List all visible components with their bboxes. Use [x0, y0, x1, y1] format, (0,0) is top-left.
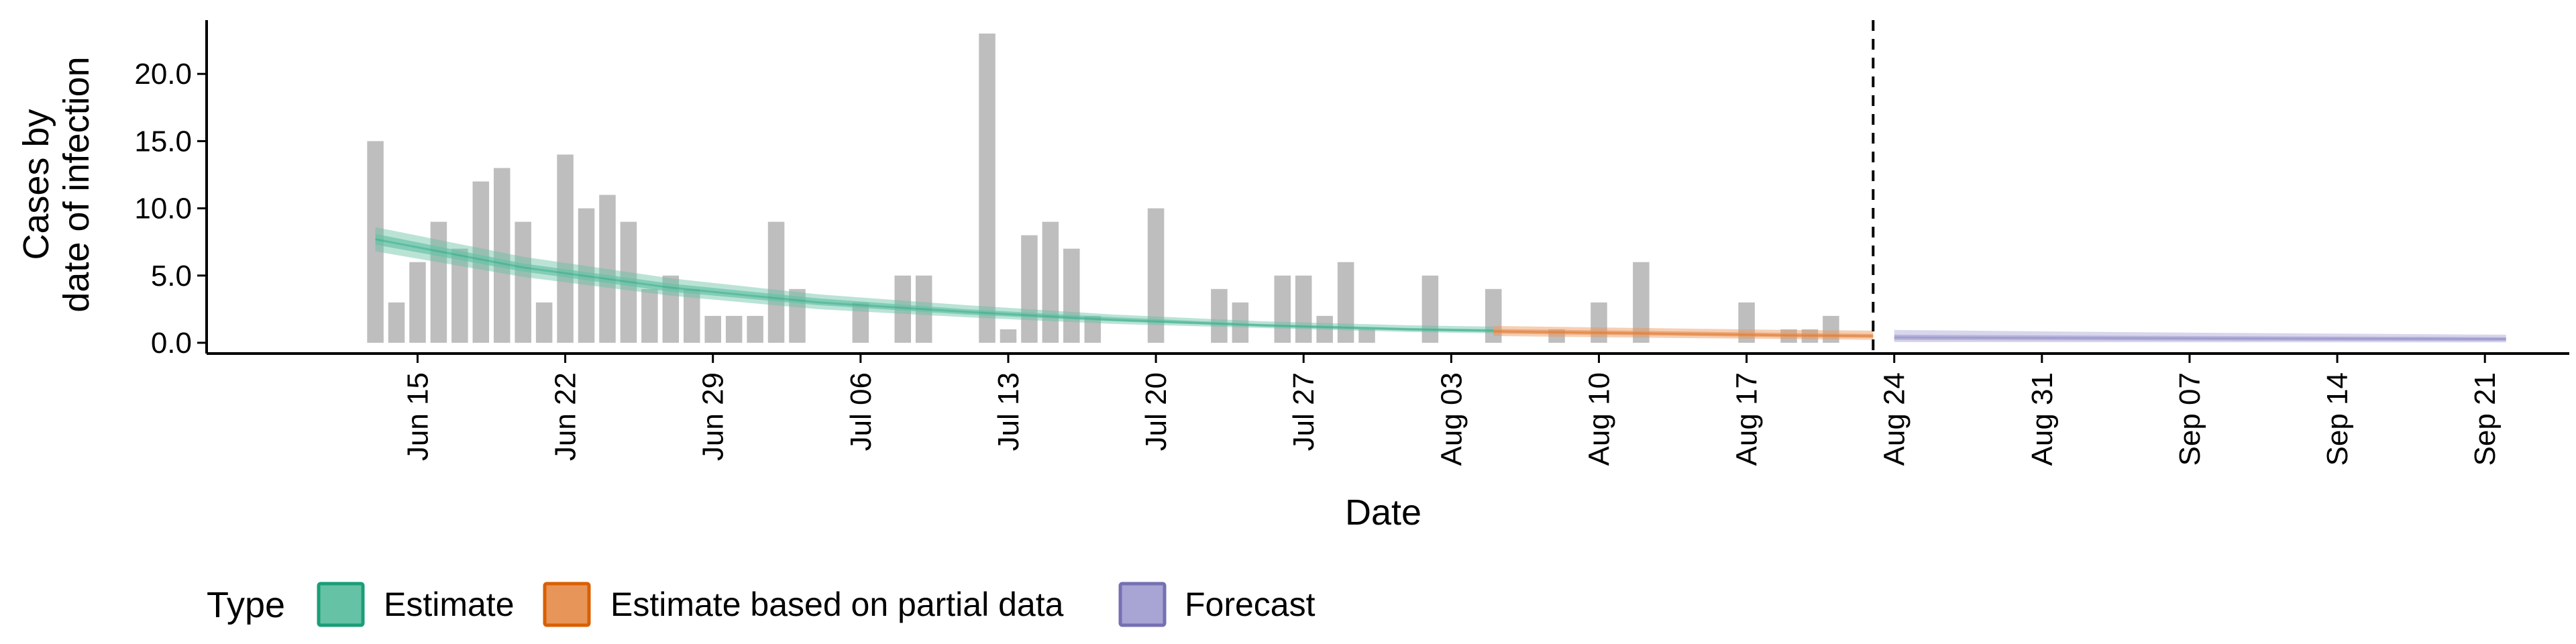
x-tick-label: Jun 29 — [697, 372, 730, 461]
x-tick-label: Sep 21 — [2469, 372, 2502, 466]
y-tick-label: 0.0 — [151, 327, 192, 360]
median-line-estimate — [375, 238, 1494, 332]
bar — [1485, 288, 1502, 343]
bar — [747, 315, 763, 343]
legend-label-partial: Estimate based on partial data — [610, 586, 1064, 623]
y-axis-title-line-2: date of infection — [56, 56, 97, 312]
bar — [1211, 288, 1228, 343]
bar — [684, 288, 700, 343]
x-tick-label: Jun 15 — [401, 372, 434, 461]
ribbons-layer — [375, 227, 2506, 343]
legend-key-estimate — [317, 582, 365, 627]
bar — [725, 315, 743, 343]
bar — [1823, 315, 1839, 343]
ribbon-50-estimate-based-on-partial-data — [1493, 329, 1874, 338]
median-line-estimate-based-on-partial-data — [1493, 330, 1874, 337]
bar — [535, 302, 553, 343]
y-tick-label: 15.0 — [134, 125, 192, 158]
y-tick-label: 10.0 — [134, 193, 192, 225]
bar — [1337, 262, 1354, 343]
bar — [557, 154, 574, 343]
bar — [1295, 275, 1312, 343]
ribbon-50-estimate — [375, 233, 1494, 332]
legend-label-forecast: Forecast — [1185, 586, 1316, 623]
bar — [1591, 302, 1607, 343]
bar — [515, 221, 531, 343]
x-tick-label: Sep 14 — [2321, 372, 2354, 466]
x-tick-label: Aug 10 — [1582, 372, 1615, 466]
legend-label-estimate: Estimate — [384, 586, 515, 623]
x-tick-label: Aug 31 — [2026, 372, 2059, 466]
legend: Type Estimate Estimate based on partial … — [207, 582, 1316, 627]
bar — [599, 195, 616, 343]
median-line-forecast — [1894, 336, 2506, 340]
bar — [704, 315, 721, 343]
x-tick-label: Aug 24 — [1878, 372, 1911, 466]
bar — [1421, 275, 1439, 343]
bar — [1063, 248, 1080, 343]
bar — [1633, 262, 1650, 343]
x-tick-label: Jul 27 — [1287, 372, 1320, 451]
bar — [1232, 302, 1249, 343]
x-tick-label: Jul 20 — [1140, 372, 1173, 451]
x-tick-label: Jul 13 — [992, 372, 1025, 451]
x-tick-label: Jun 22 — [549, 372, 582, 461]
ribbon-50-forecast — [1894, 334, 2506, 341]
legend-title: Type — [207, 585, 285, 625]
bar — [430, 221, 447, 343]
x-tick-label: Aug 17 — [1731, 372, 1764, 466]
bar — [1358, 329, 1375, 343]
y-ticks: 0.0 5.0 10.0 15.0 20.0 — [134, 58, 207, 360]
bars-layer — [367, 34, 1839, 343]
x-tick-label: Sep 07 — [2174, 372, 2206, 466]
bar — [493, 168, 511, 343]
bar — [1042, 221, 1059, 343]
bar — [1021, 235, 1038, 343]
x-ticks: Jun 15 Jun 22 Jun 29 Jul 06 Jul 13 Jul 20 Jul … — [401, 354, 2502, 466]
x-tick-label: Aug 03 — [1435, 372, 1468, 466]
bar — [388, 302, 405, 343]
bar — [409, 262, 426, 343]
legend-key-partial — [543, 582, 591, 627]
x-axis-title: Date — [1345, 492, 1421, 533]
y-tick-label: 20.0 — [134, 58, 192, 91]
x-tick-label: Jul 06 — [845, 372, 877, 451]
bar — [1000, 329, 1017, 343]
legend-key-forecast — [1118, 582, 1167, 627]
bar — [641, 288, 658, 343]
y-axis-title: Cases by date of infection — [16, 56, 97, 312]
bar — [767, 221, 785, 343]
bar — [852, 302, 869, 343]
bar — [1316, 315, 1333, 343]
axes-layer — [205, 20, 2569, 355]
bar — [451, 248, 468, 343]
bar — [979, 34, 996, 343]
y-tick-label: 5.0 — [151, 260, 192, 292]
bar — [1274, 275, 1291, 343]
y-axis-title-line-1: Cases by — [16, 109, 56, 260]
